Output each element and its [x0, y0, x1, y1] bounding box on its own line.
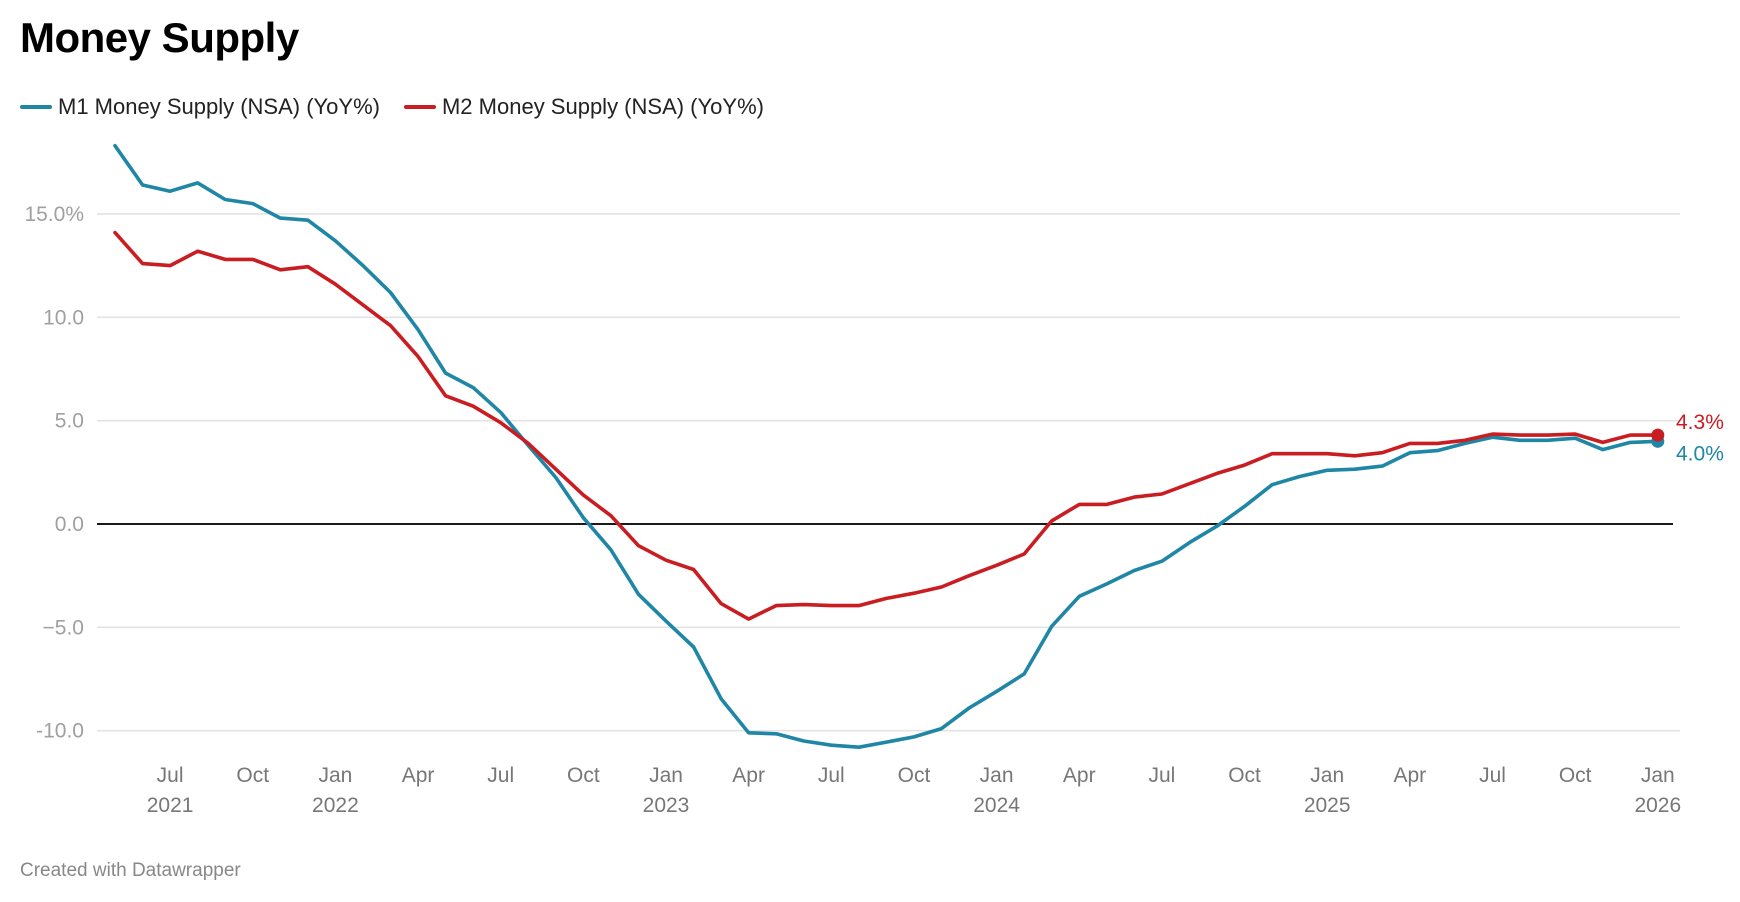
- legend-swatch-m1: [20, 105, 52, 109]
- chart-title: Money Supply: [20, 14, 299, 61]
- x-tick-year-label: 2024: [973, 794, 1020, 817]
- end-label-m1: 4.0%: [1676, 442, 1724, 465]
- y-tick-label: 5.0: [55, 410, 84, 433]
- legend-label-m1: M1 Money Supply (NSA) (YoY%): [58, 94, 380, 119]
- x-tick-label: Jul: [157, 764, 184, 787]
- y-axis-ticks: 15.0% 10.0 5.0 0.0 −5.0 -10.0: [24, 203, 84, 743]
- series-line-m2: [113, 230, 1660, 621]
- x-tick-label: Oct: [236, 764, 269, 787]
- series-lines: [113, 143, 1660, 750]
- x-tick-label: Apr: [402, 764, 435, 787]
- x-tick-year-label: 2023: [643, 794, 690, 817]
- x-tick-label: Jul: [818, 764, 845, 787]
- x-tick-label: Apr: [1394, 764, 1427, 787]
- x-tick-label: Jan: [318, 764, 352, 787]
- end-label-m2: 4.3%: [1676, 411, 1724, 434]
- x-tick-label: Jul: [1148, 764, 1175, 787]
- x-tick-label: Oct: [1559, 764, 1592, 787]
- x-tick-label: Jan: [1641, 764, 1675, 787]
- footer-credit: Created with Datawrapper: [20, 860, 241, 881]
- x-tick-label: Oct: [1228, 764, 1261, 787]
- x-tick-year-label: 2026: [1634, 794, 1681, 817]
- x-tick-label: Apr: [1063, 764, 1096, 787]
- y-tick-label: 0.0: [55, 513, 84, 536]
- x-tick-label: Oct: [898, 764, 931, 787]
- y-tick-label: 10.0: [43, 306, 84, 329]
- x-tick-year-label: 2025: [1304, 794, 1351, 817]
- x-tick-label: Jul: [1479, 764, 1506, 787]
- x-tick-label: Apr: [732, 764, 765, 787]
- x-tick-label: Oct: [567, 764, 600, 787]
- x-tick-label: Jan: [649, 764, 683, 787]
- x-tick-label: Jan: [980, 764, 1014, 787]
- series-line-m1: [113, 143, 1660, 750]
- legend-item-m1: M1 Money Supply (NSA) (YoY%): [20, 94, 380, 120]
- y-tick-label: −5.0: [43, 616, 84, 639]
- x-tick-year-label: 2021: [147, 794, 194, 817]
- end-marker-m2: [1651, 428, 1665, 442]
- legend: M1 Money Supply (NSA) (YoY%) M2 Money Su…: [20, 94, 764, 120]
- legend-swatch-m2: [403, 105, 436, 109]
- x-tick-label: Jan: [1310, 764, 1344, 787]
- x-tick-label: Jul: [487, 764, 514, 787]
- x-tick-year-label: 2022: [312, 794, 359, 817]
- y-tick-label: -10.0: [36, 720, 84, 743]
- x-axis-ticks: Jul 2021 Oct Jan 2022 Apr Jul Oct Jan 2023 Apr Jul O…: [147, 764, 1681, 817]
- end-markers: 4.0% 4.3%: [1651, 411, 1724, 465]
- legend-item-m2: M2 Money Supply (NSA) (YoY%): [403, 94, 764, 120]
- gridlines: [97, 213, 1680, 732]
- legend-label-m2: M2 Money Supply (NSA) (YoY%): [441, 94, 764, 119]
- y-tick-label: 15.0%: [24, 203, 84, 226]
